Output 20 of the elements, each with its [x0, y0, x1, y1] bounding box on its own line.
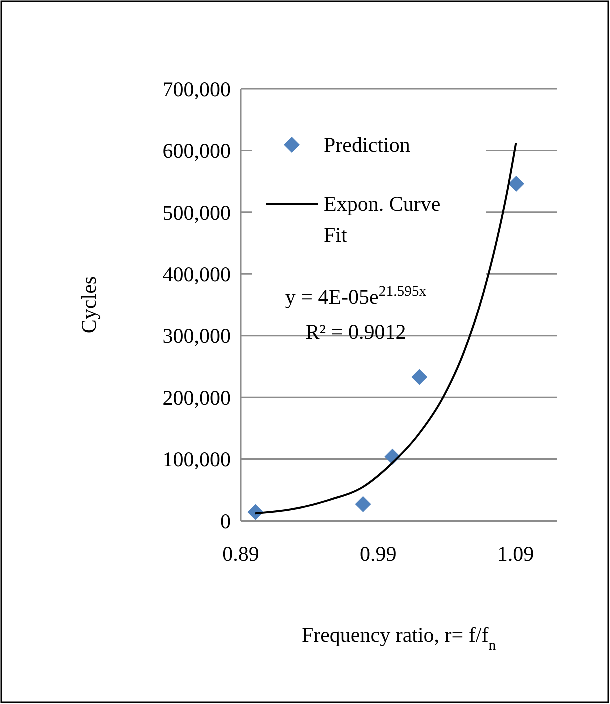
x-tick-label: 0.89 [222, 542, 260, 566]
y-tick-label: 300,000 [162, 324, 231, 348]
legend-label: Prediction [324, 133, 411, 157]
y-tick-label: 100,000 [162, 448, 231, 472]
x-tick-label: 1.09 [497, 542, 534, 566]
point [355, 496, 372, 512]
x-tick-label: 0.99 [360, 542, 397, 566]
y-tick-label: 0 [220, 509, 231, 534]
y-tick-label: 400,000 [162, 262, 231, 286]
y-tick-label: 200,000 [162, 386, 231, 410]
y-axis-title: Cycles [77, 276, 101, 334]
point [412, 369, 428, 386]
annotation: R² = 0.9012 [306, 320, 406, 344]
annotation: y = 4E-05e$^{21.595x}$ [285, 284, 428, 309]
y-tick-label: 600,000 [162, 139, 231, 164]
y-tick-label: 500,000 [162, 200, 231, 225]
legend-label: Expon. Curve Fit [324, 192, 441, 247]
point [508, 176, 524, 192]
y-tick-label: 700,000 [162, 77, 231, 102]
x-axis-title: Frequency ratio, r= f/f$_{n}$ [302, 623, 497, 654]
